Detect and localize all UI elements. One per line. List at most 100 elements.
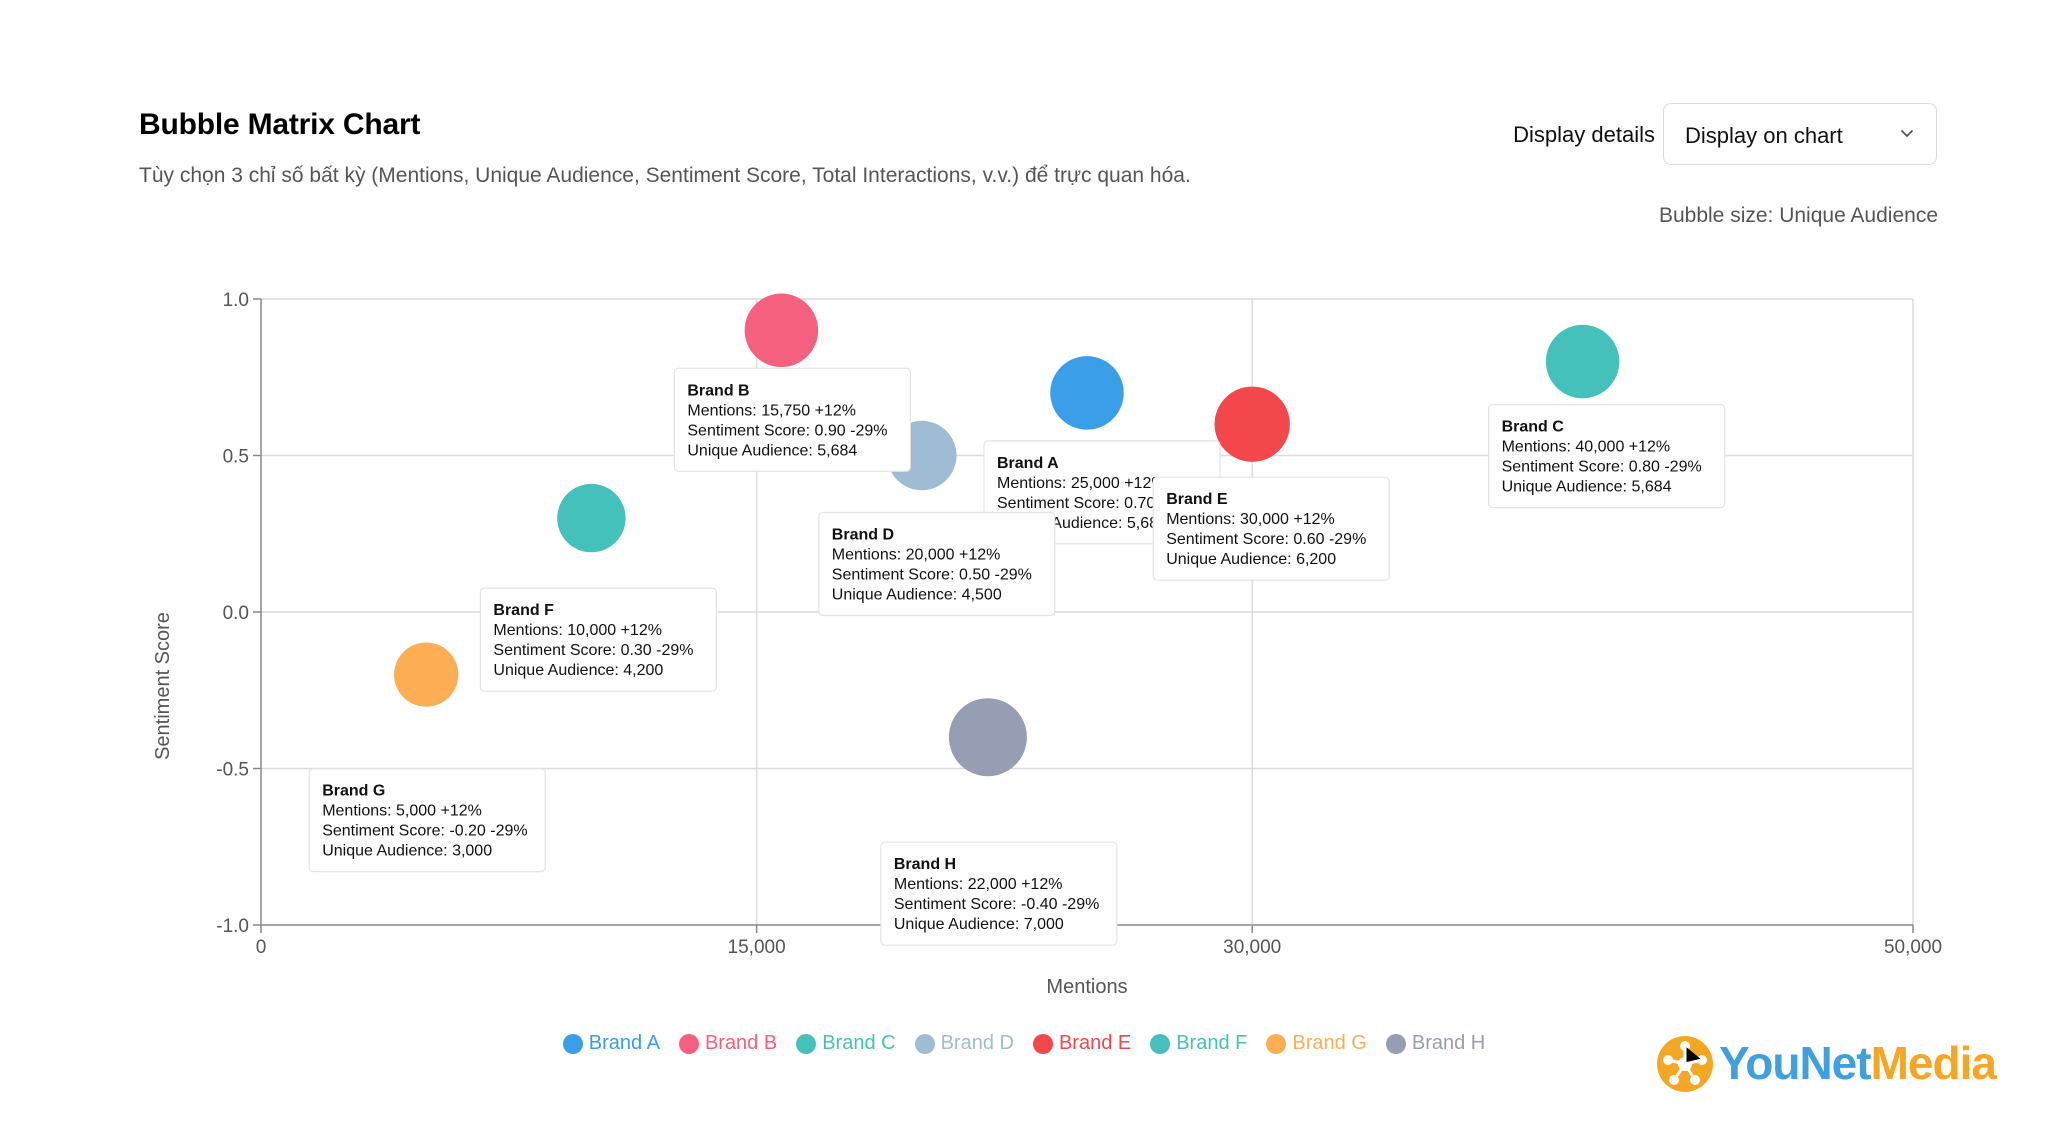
legend-swatch <box>914 1033 935 1054</box>
data-label-audience: Unique Audience: 7,000 <box>894 916 1064 933</box>
data-label-audience: Unique Audience: 5,684 <box>1502 479 1672 496</box>
x-tick-label: 30,000 <box>1223 937 1281 958</box>
data-label-title: Brand H <box>894 856 956 873</box>
data-label-box <box>1487 404 1726 509</box>
data-label-sentiment: Sentiment Score: 0.30 -29% <box>493 642 693 659</box>
page-subtitle: Tùy chọn 3 chỉ số bất kỳ (Mentions, Uniq… <box>139 164 1191 187</box>
data-label-box <box>479 587 717 692</box>
y-tick-label: -1.0 <box>216 916 249 937</box>
display-details-select[interactable]: Display on chart <box>1663 103 1937 165</box>
bubble-brand-f <box>557 483 626 553</box>
data-label-sentiment: Sentiment Score: 0.50 -29% <box>832 567 1032 584</box>
data-label-title: Brand E <box>1166 491 1228 508</box>
data-label-box <box>308 767 546 873</box>
data-label-mentions: Mentions: 20,000 +12% <box>832 547 1001 564</box>
legend-label: Brand D <box>940 1032 1014 1054</box>
data-label-title: Brand D <box>832 527 894 544</box>
chevron-down-icon <box>1901 130 1913 137</box>
x-tick-label: 15,000 <box>728 937 786 958</box>
y-tick-label: 1.0 <box>223 290 249 311</box>
data-label-mentions: Mentions: 22,000 +12% <box>894 876 1063 893</box>
legend-swatch <box>1266 1033 1287 1054</box>
data-label-brand-e: Brand E Mentions: 30,000 +12% Sentiment Sc… <box>1152 476 1390 581</box>
legend-item-brand-e[interactable]: Brand E <box>1032 1032 1132 1055</box>
data-label-brand-g: Brand G Mentions: 5,000 +12% Sentiment Sco… <box>308 767 546 873</box>
data-label-audience: Unique Audience: 3,000 <box>322 843 492 860</box>
legend-item-brand-a[interactable]: Brand A <box>562 1032 660 1055</box>
data-label-sentiment: Sentiment Score: 0.80 -29% <box>1502 459 1702 476</box>
y-tick-label: -0.5 <box>216 760 249 781</box>
data-label-brand-f: Brand F Mentions: 10,000 +12% Sentiment Sc… <box>479 587 717 692</box>
data-label-mentions: Mentions: 15,750 +12% <box>687 402 856 419</box>
data-label-title: Brand A <box>997 455 1059 472</box>
x-axis-title: Mentions <box>1046 976 1127 998</box>
legend-item-brand-b[interactable]: Brand B <box>678 1032 778 1055</box>
display-details-label: Display details <box>1513 122 1655 147</box>
y-axis-title: Sentiment Score <box>152 612 174 760</box>
legend-label: Brand G <box>1292 1032 1367 1054</box>
legend-label: Brand B <box>704 1032 778 1054</box>
data-label-audience: Unique Audience: 4,200 <box>493 662 663 679</box>
data-label-sentiment: Sentiment Score: -0.20 -29% <box>322 823 527 840</box>
legend-item-brand-f[interactable]: Brand F <box>1150 1032 1247 1055</box>
y-tick-label: 0.0 <box>223 603 249 624</box>
data-label-mentions: Mentions: 40,000 +12% <box>1502 439 1671 456</box>
data-label-audience: Unique Audience: 4,500 <box>832 587 1002 604</box>
logo-text-accent: Media <box>1870 1037 1997 1089</box>
chart-legend: Brand A Brand B Brand C Brand D Brand E Brand… <box>0 1032 2048 1055</box>
data-label-box <box>1152 476 1390 581</box>
data-label-title: Brand B <box>687 382 749 399</box>
legend-swatch <box>796 1033 817 1054</box>
bubble-chart: 0 15,000 30,000 50,000 1.0 0.5 0.0 -0.5 -1.0 Ment… <box>152 290 1942 998</box>
bubble-brand-g <box>394 642 459 707</box>
x-tick-label: 0 <box>256 937 267 958</box>
legend-item-brand-h[interactable]: Brand H <box>1385 1032 1486 1055</box>
legend-item-brand-d[interactable]: Brand D <box>914 1032 1014 1055</box>
data-label-title: Brand G <box>322 783 385 800</box>
legend-label: Brand A <box>588 1032 660 1054</box>
bubble-size-note: Bubble size: Unique Audience <box>1658 204 1938 227</box>
label-layer: Brand A Mentions: 25,000 +12% Sentiment Sc… <box>308 367 1726 946</box>
logo-mark-icon <box>1657 1036 1713 1092</box>
data-label-title: Brand C <box>1502 419 1565 436</box>
legend-item-brand-c[interactable]: Brand C <box>796 1032 896 1055</box>
data-label-audience: Unique Audience: 6,200 <box>1166 551 1336 568</box>
younet-media-logo: YouNetMedia <box>1655 1034 2035 1096</box>
bubble-brand-e <box>1214 386 1290 462</box>
legend-label: Brand E <box>1058 1032 1132 1054</box>
legend-label: Brand F <box>1176 1032 1248 1054</box>
bubble-brand-h <box>948 698 1027 777</box>
legend-swatch <box>562 1033 583 1054</box>
data-label-sentiment: Sentiment Score: 0.70 -29% <box>997 495 1197 512</box>
data-label-mentions: Mentions: 5,000 +12% <box>322 803 482 820</box>
legend-swatch <box>1032 1033 1053 1054</box>
data-label-mentions: Mentions: 25,000 +12% <box>997 475 1166 492</box>
data-label-brand-d: Brand D Mentions: 20,000 +12% Sentiment Sc… <box>818 511 1056 617</box>
x-tick-label: 50,000 <box>1884 937 1942 958</box>
legend-swatch <box>1150 1033 1171 1054</box>
data-label-brand-b: Brand B Mentions: 15,750 +12% Sentiment Sc… <box>673 367 911 472</box>
page-title: Bubble Matrix Chart <box>139 108 421 141</box>
data-label-mentions: Mentions: 10,000 +12% <box>493 622 662 639</box>
legend-swatch <box>1385 1033 1406 1054</box>
data-label-brand-c: Brand C Mentions: 40,000 +12% Sentiment Sc… <box>1487 404 1726 509</box>
data-label-box <box>673 367 911 472</box>
data-label-audience: Unique Audience: 5,684 <box>687 442 857 459</box>
data-label-box <box>818 511 1056 617</box>
y-tick-label: 0.5 <box>223 447 249 468</box>
data-label-brand-h: Brand H Mentions: 22,000 +12% Sentiment Sc… <box>880 841 1118 946</box>
display-details-select-value: Display on chart <box>1685 123 1843 148</box>
bubble-brand-c <box>1545 324 1620 399</box>
data-label-box <box>880 841 1118 946</box>
legend-label: Brand C <box>822 1032 896 1054</box>
legend-label: Brand H <box>1411 1032 1486 1054</box>
data-label-title: Brand F <box>493 602 554 619</box>
legend-item-brand-g[interactable]: Brand G <box>1266 1032 1367 1055</box>
logo-text-main: YouNet <box>1719 1037 1872 1089</box>
data-label-sentiment: Sentiment Score: 0.90 -29% <box>687 422 887 439</box>
bubble-brand-b <box>744 293 819 368</box>
data-label-mentions: Mentions: 30,000 +12% <box>1166 511 1335 528</box>
data-label-sentiment: Sentiment Score: -0.40 -29% <box>894 896 1099 913</box>
legend-swatch <box>678 1033 699 1054</box>
bubble-brand-a <box>1050 356 1124 430</box>
